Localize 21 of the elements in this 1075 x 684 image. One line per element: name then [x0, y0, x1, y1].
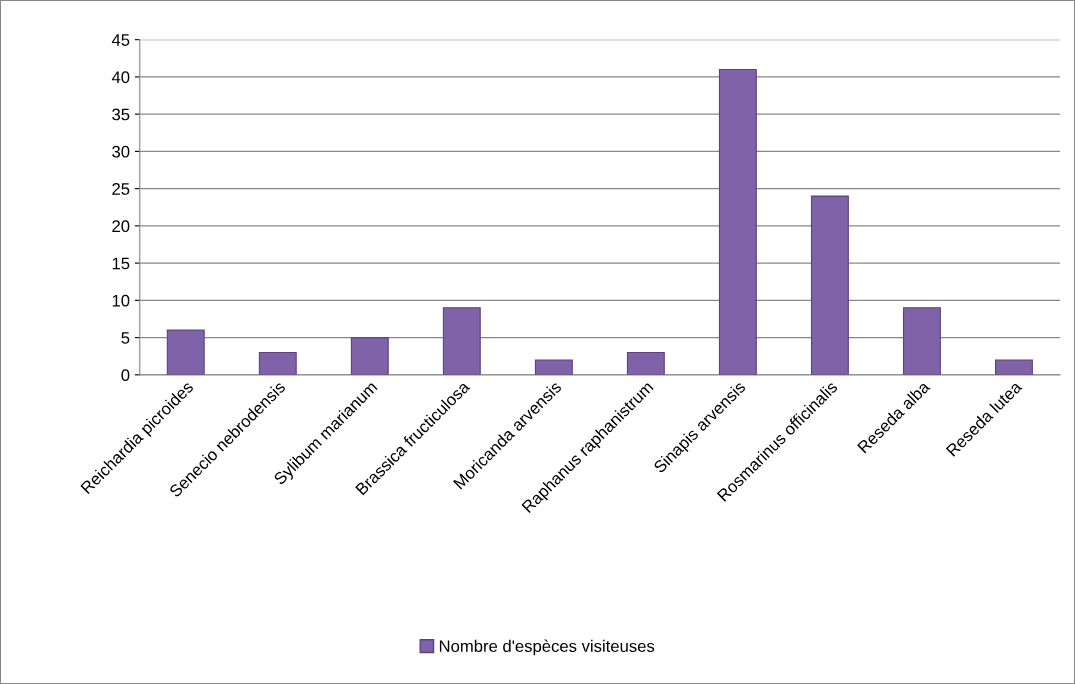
bar	[718, 68, 757, 375]
y-tick-label: 35	[112, 108, 130, 121]
bar	[442, 307, 481, 375]
y-tick-label: 40	[111, 71, 130, 84]
bar	[626, 351, 665, 375]
y-tick-label: 30	[112, 145, 130, 158]
legend-label: Nombre d'espèces visiteuses	[439, 639, 655, 656]
bar	[166, 329, 205, 375]
bar	[902, 307, 941, 375]
y-tick-label: 10	[112, 294, 130, 307]
y-tick-label: 5	[121, 332, 130, 344]
bar	[534, 359, 573, 375]
y-tick-label: 15	[112, 257, 130, 270]
bar	[810, 195, 849, 375]
y-tick-label: 25	[112, 183, 130, 195]
bar	[350, 337, 389, 375]
y-tick-label: 20	[112, 220, 130, 233]
y-tick-label: 0	[121, 369, 130, 382]
bar	[994, 359, 1033, 375]
y-tick-label: 45	[111, 34, 130, 46]
bar	[258, 351, 297, 375]
